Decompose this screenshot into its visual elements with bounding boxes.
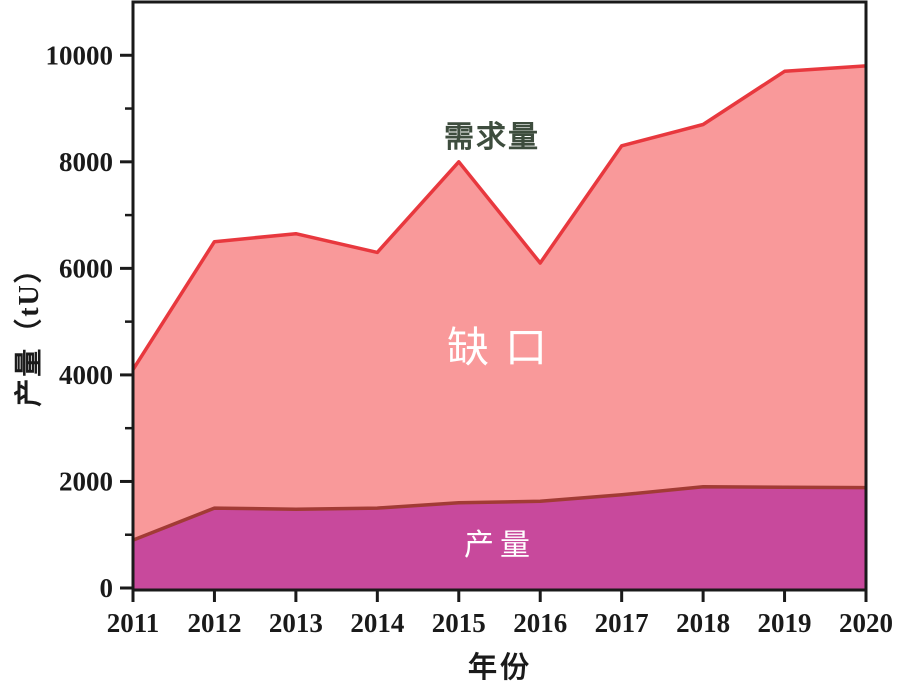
x-axis-title: 年份 — [467, 652, 532, 684]
y-tick-label: 4000 — [59, 360, 113, 390]
production-line — [132, 485, 867, 542]
x-tick-label: 2020 — [839, 608, 893, 638]
x-tick-label: 2014 — [350, 608, 404, 638]
x-tick-label: 2019 — [758, 608, 812, 638]
y-tick-label: 6000 — [59, 253, 113, 283]
demand-series-label: 需求量 — [444, 121, 540, 154]
production-area-label: 产量 — [464, 529, 536, 562]
y-tick-label: 2000 — [59, 466, 113, 496]
x-tick-label: 2013 — [269, 608, 323, 638]
y-tick-label: 8000 — [59, 147, 113, 177]
gap-area — [133, 65, 866, 541]
gap-area-label: 缺口 — [446, 326, 563, 372]
x-tick-label: 2017 — [595, 608, 649, 638]
production-area — [133, 486, 866, 590]
x-tick-label: 2018 — [676, 608, 730, 638]
x-tick-label: 2016 — [513, 608, 567, 638]
x-tick-label: 2011 — [107, 608, 160, 638]
demand-line — [131, 64, 867, 371]
x-tick-label: 2012 — [187, 608, 241, 638]
y-tick-label: 10000 — [46, 40, 114, 70]
x-tick-label: 2015 — [432, 608, 486, 638]
y-tick-label: 0 — [100, 573, 114, 603]
plot-border — [131, 0, 868, 592]
y-axis-title: 产量（tU） — [14, 253, 45, 407]
